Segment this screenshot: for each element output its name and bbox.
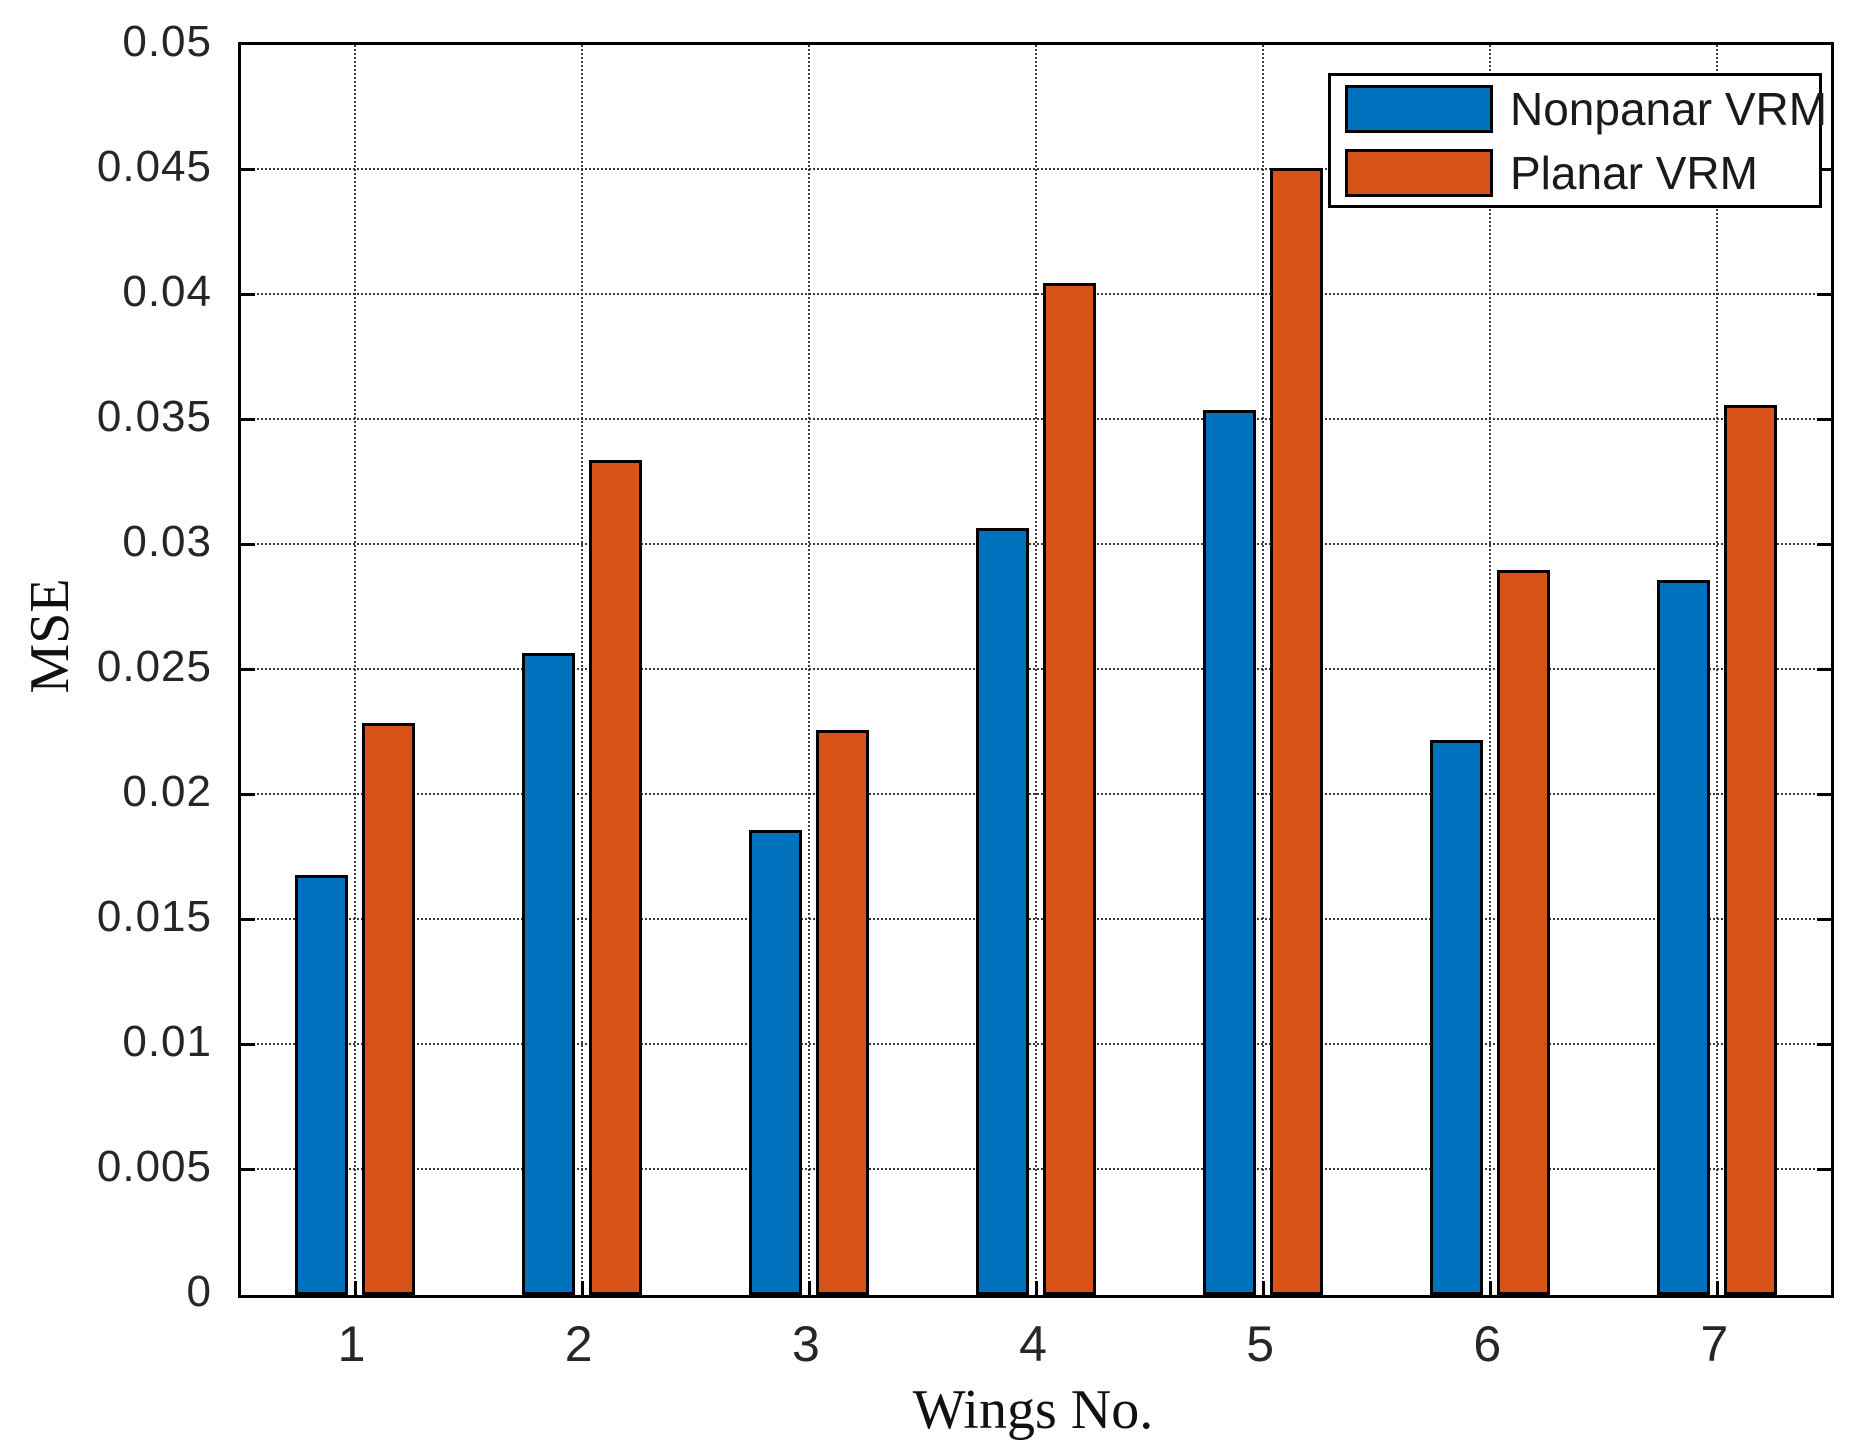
- y-tick-mark: [241, 418, 255, 421]
- bar-nonpanar-vrm-1: [294, 875, 348, 1295]
- y-tick-mark: [1817, 1168, 1831, 1171]
- x-gridline: [1035, 45, 1037, 1295]
- x-tick-label: 2: [564, 1316, 593, 1372]
- bar-planar-vrm-4: [1043, 282, 1096, 1295]
- bar-nonpanar-vrm-2: [521, 652, 575, 1295]
- x-tick-mark: [1035, 1281, 1038, 1295]
- x-tick-mark: [353, 1281, 357, 1295]
- y-tick-label: 0.035: [96, 392, 212, 441]
- y-tick-label: 0: [186, 1267, 212, 1316]
- y-tick-label: 0.045: [96, 142, 212, 191]
- y-tick-mark: [241, 1168, 255, 1171]
- bar-planar-vrm-3: [815, 730, 869, 1295]
- y-tick-mark: [1817, 293, 1831, 296]
- y-tick-mark: [241, 668, 255, 671]
- x-tick-label: 5: [1246, 1316, 1275, 1372]
- y-tick-label: 0.005: [96, 1142, 212, 1191]
- legend: Nonpanar VRM Planar VRM: [1328, 73, 1827, 208]
- y-tick-mark: [241, 1043, 255, 1046]
- x-gridline: [580, 45, 583, 1295]
- x-axis-title: Wings No.: [912, 1379, 1154, 1441]
- bar-nonpanar-vrm-4: [976, 527, 1029, 1295]
- bar-nonpanar-vrm-6: [1430, 740, 1484, 1295]
- x-tick-mark: [807, 1281, 811, 1295]
- y-tick-label: 0.025: [96, 642, 212, 691]
- x-tick-label: 1: [337, 1316, 366, 1372]
- y-tick-mark: [241, 793, 255, 796]
- x-tick-mark: [1716, 1281, 1720, 1295]
- bar-nonpanar-vrm-5: [1203, 410, 1257, 1295]
- y-tick-mark: [241, 293, 255, 296]
- y-tick-label: 0.01: [122, 1017, 212, 1066]
- y-tick-mark: [241, 168, 255, 171]
- bar-planar-vrm-5: [1270, 167, 1324, 1295]
- y-tick-mark: [1817, 168, 1831, 171]
- legend-swatch-planar-vrm: [1345, 148, 1493, 197]
- x-tick-mark: [1489, 1281, 1493, 1295]
- legend-label: Nonpanar VRM: [1510, 82, 1828, 135]
- x-gridline: [353, 45, 356, 1295]
- bar-planar-vrm-6: [1497, 570, 1551, 1295]
- y-tick-mark: [1817, 543, 1831, 546]
- legend-entry: Planar VRM: [1345, 146, 1819, 200]
- y-tick-mark: [1817, 668, 1831, 671]
- y-tick-mark: [1817, 918, 1831, 921]
- y-tick-label: 0.02: [122, 767, 212, 816]
- y-tick-mark: [241, 918, 255, 921]
- y-tick-mark: [241, 543, 255, 546]
- plot-area: [238, 42, 1834, 1298]
- bar-planar-vrm-2: [588, 460, 642, 1295]
- x-tick-label: 3: [791, 1316, 820, 1372]
- x-tick-label: 4: [1019, 1316, 1047, 1372]
- y-tick-mark: [1817, 418, 1831, 421]
- y-tick-label: 0.04: [122, 267, 212, 316]
- x-tick-label: 7: [1700, 1316, 1729, 1372]
- bar-nonpanar-vrm-7: [1657, 580, 1711, 1295]
- y-tick-mark: [1817, 793, 1831, 796]
- y-tick-mark: [1817, 1043, 1831, 1046]
- legend-label: Planar VRM: [1510, 146, 1758, 199]
- x-gridline: [1262, 45, 1265, 1295]
- bar-nonpanar-vrm-3: [748, 830, 802, 1295]
- legend-entry: Nonpanar VRM: [1345, 82, 1827, 136]
- x-tick-mark: [1262, 1281, 1266, 1295]
- x-tick-label: 6: [1473, 1316, 1502, 1372]
- legend-swatch-nonpanar-vrm: [1345, 84, 1493, 133]
- x-gridline: [1716, 45, 1719, 1295]
- y-tick-label: 0.05: [122, 17, 212, 66]
- x-tick-mark: [580, 1281, 584, 1295]
- x-gridline: [1489, 45, 1492, 1295]
- x-gridline: [807, 45, 810, 1295]
- bar-planar-vrm-1: [361, 722, 415, 1295]
- y-tick-label: 0.015: [96, 892, 212, 941]
- bar-planar-vrm-7: [1724, 405, 1778, 1295]
- y-tick-label: 0.03: [122, 517, 212, 566]
